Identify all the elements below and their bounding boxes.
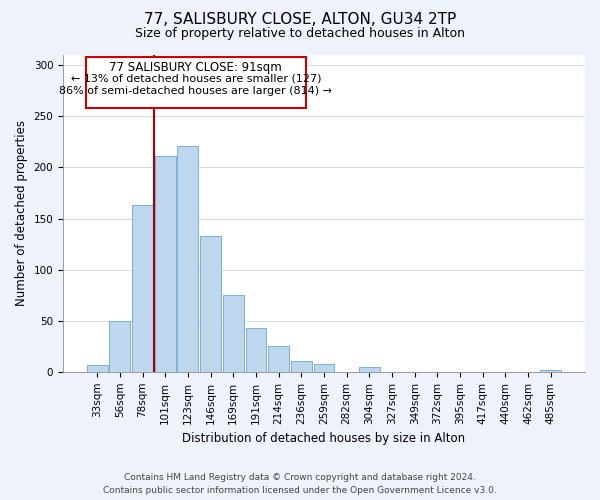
- Text: Size of property relative to detached houses in Alton: Size of property relative to detached ho…: [135, 28, 465, 40]
- Bar: [291, 360, 312, 372]
- Text: 77 SALISBURY CLOSE: 91sqm: 77 SALISBURY CLOSE: 91sqm: [109, 61, 282, 74]
- Bar: [268, 346, 289, 372]
- Text: Contains HM Land Registry data © Crown copyright and database right 2024.
Contai: Contains HM Land Registry data © Crown c…: [103, 474, 497, 495]
- Bar: [541, 370, 561, 372]
- Text: 77, SALISBURY CLOSE, ALTON, GU34 2TP: 77, SALISBURY CLOSE, ALTON, GU34 2TP: [144, 12, 456, 28]
- Text: ← 13% of detached houses are smaller (127): ← 13% of detached houses are smaller (12…: [71, 74, 321, 84]
- FancyBboxPatch shape: [86, 57, 306, 108]
- Bar: [223, 295, 244, 372]
- X-axis label: Distribution of detached houses by size in Alton: Distribution of detached houses by size …: [182, 432, 466, 445]
- Text: 86% of semi-detached houses are larger (814) →: 86% of semi-detached houses are larger (…: [59, 86, 332, 96]
- Bar: [87, 364, 107, 372]
- Bar: [155, 156, 176, 372]
- Bar: [109, 320, 130, 372]
- Y-axis label: Number of detached properties: Number of detached properties: [15, 120, 28, 306]
- Bar: [200, 236, 221, 372]
- Bar: [132, 205, 153, 372]
- Bar: [178, 146, 199, 372]
- Bar: [314, 364, 334, 372]
- Bar: [245, 328, 266, 372]
- Bar: [359, 366, 380, 372]
